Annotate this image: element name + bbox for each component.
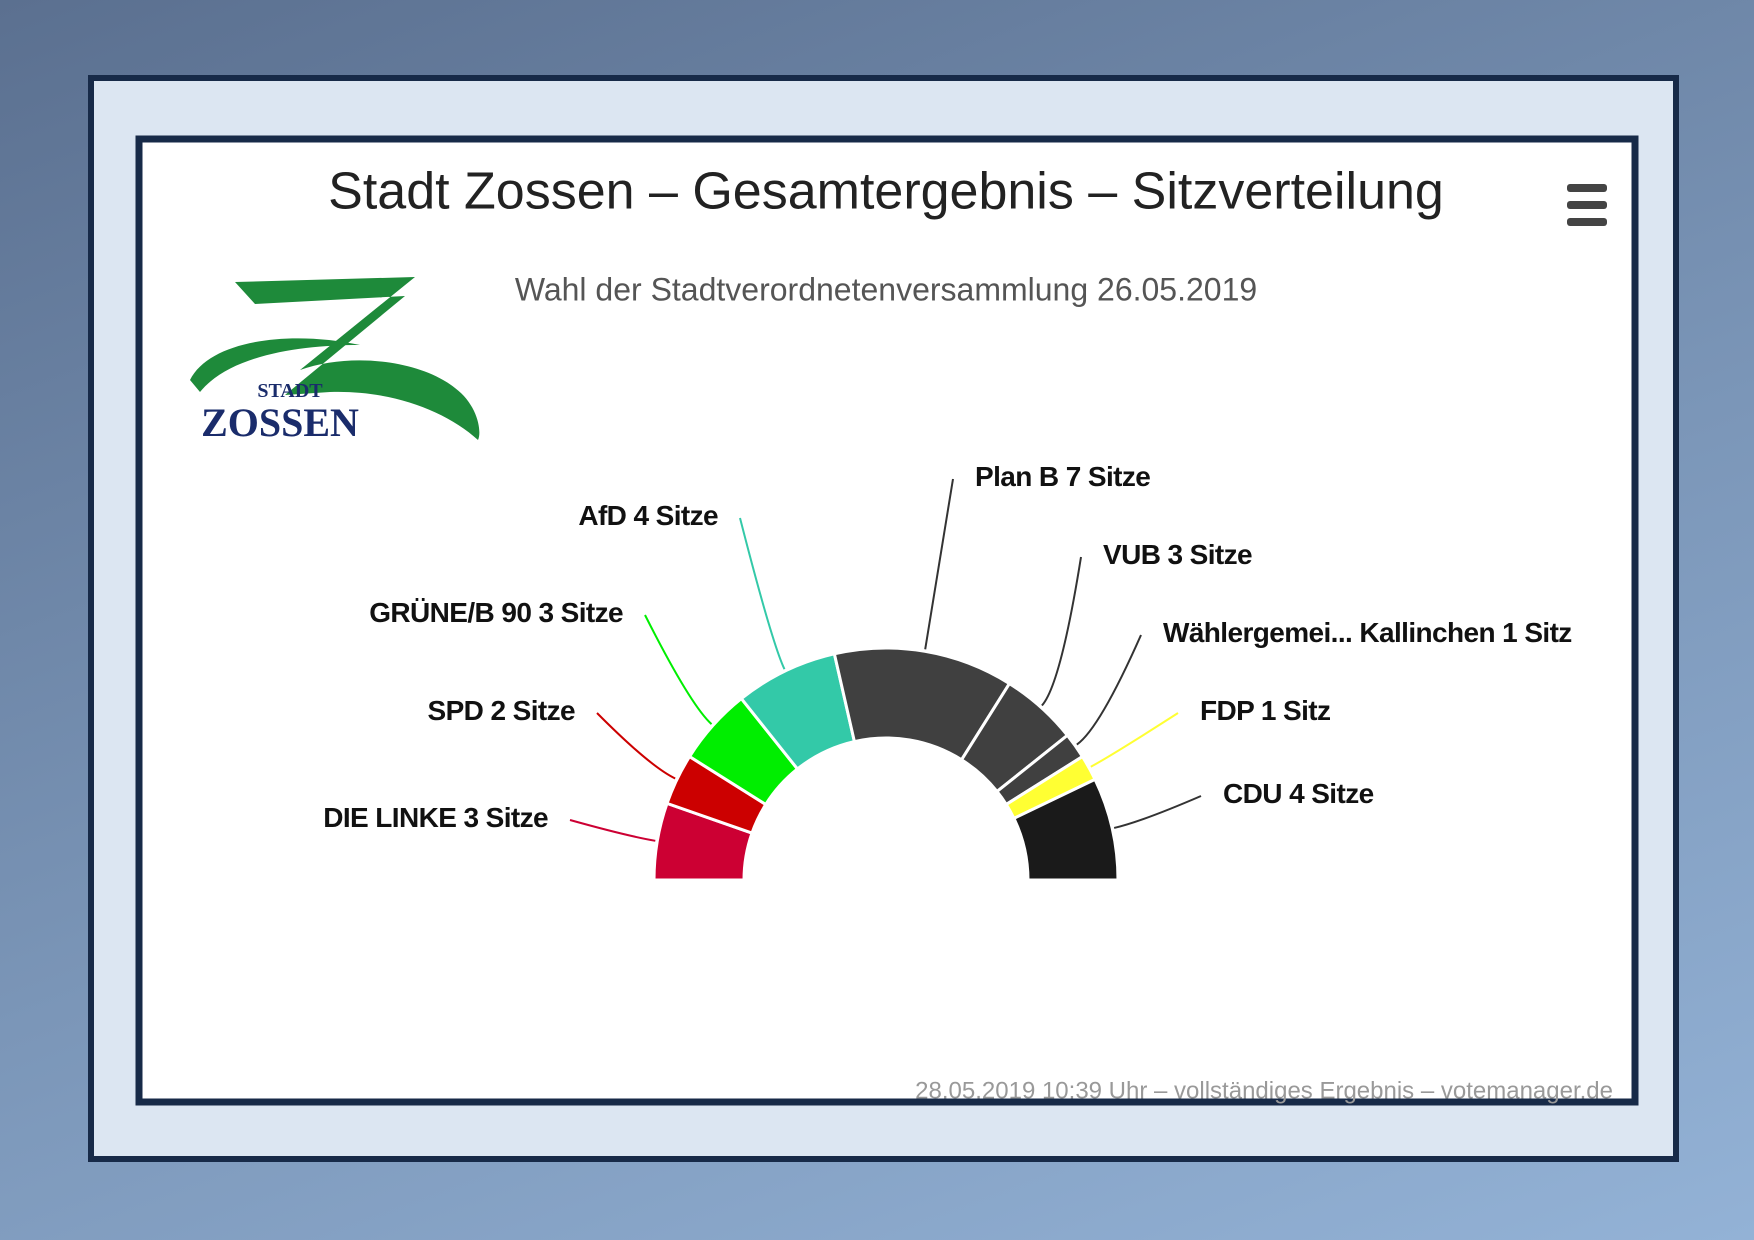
category-name: DIE LINKE: [323, 802, 456, 833]
category-name: Wählergemei... Kallinchen: [1163, 617, 1495, 648]
value-label: 4 Sitze: [633, 500, 718, 531]
data-label: Plan B 7 Sitze: [975, 461, 1150, 492]
category-name: Plan B: [975, 461, 1059, 492]
data-label: GRÜNE/B 90 3 Sitze: [369, 597, 623, 628]
value-label: 3 Sitze: [463, 802, 548, 833]
value-label: 1 Sitz: [1502, 617, 1572, 648]
connector: [1076, 634, 1142, 746]
value-label: 2 Sitze: [490, 695, 575, 726]
category-name: VUB: [1103, 539, 1160, 570]
data-label: SPD 2 Sitze: [428, 695, 575, 726]
credits: 28.05.2019 10:39 Uhr – vollständiges Erg…: [915, 1077, 1613, 1104]
data-label: CDU 4 Sitze: [1223, 778, 1374, 809]
connector: [739, 517, 786, 670]
value-label: 1 Sitz: [1261, 695, 1331, 726]
value-label: 3 Sitze: [538, 597, 623, 628]
logo-bottom: ZOSSEN: [201, 400, 359, 445]
data-label: FDP 1 Sitz: [1200, 695, 1330, 726]
value-label: 7 Sitze: [1066, 461, 1151, 492]
connector: [1090, 712, 1179, 768]
data-label: Wählergemei... Kallinchen 1 Sitz: [1163, 617, 1572, 648]
category-name: CDU: [1223, 778, 1282, 809]
connector: [924, 478, 954, 650]
category-name: AfD: [578, 500, 626, 531]
connector: [1041, 556, 1082, 707]
connector: [644, 614, 713, 725]
slice: [1011, 777, 1120, 882]
connector: [596, 712, 676, 780]
category-name: FDP: [1200, 695, 1254, 726]
chart-subtitle: Wahl der Stadtverordnetenversammlung 26.…: [515, 271, 1257, 307]
data-label: AfD 4 Sitze: [578, 500, 718, 531]
logo-top: STADT: [257, 380, 323, 402]
value-label: 4 Sitze: [1289, 778, 1374, 809]
category-name: SPD: [428, 695, 484, 726]
connector: [1113, 795, 1202, 829]
logo: STADT ZOSSEN: [190, 277, 480, 445]
value-label: 3 Sitze: [1168, 539, 1253, 570]
data-label: DIE LINKE 3 Sitze: [323, 802, 548, 833]
chart-title: Stadt Zossen – Gesamtergebnis – Sitzvert…: [328, 163, 1444, 221]
menu-button[interactable]: [1567, 184, 1607, 226]
data-label: VUB 3 Sitze: [1103, 539, 1252, 570]
category-name: GRÜNE/B 90: [369, 597, 531, 628]
connector: [569, 819, 656, 842]
